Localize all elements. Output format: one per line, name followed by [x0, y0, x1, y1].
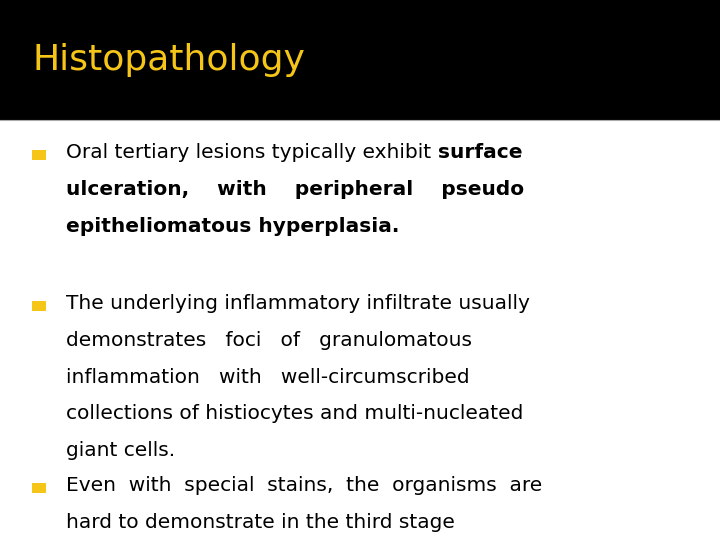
Text: epitheliomatous hyperplasia.: epitheliomatous hyperplasia.: [66, 217, 400, 235]
Text: Histopathology: Histopathology: [32, 43, 305, 77]
Text: Even  with  special  stains,  the  organisms  are: Even with special stains, the organisms …: [66, 476, 542, 495]
Bar: [32, 483, 46, 493]
Text: inflammation   with   well-circumscribed: inflammation with well-circumscribed: [66, 368, 470, 387]
Text: hard to demonstrate in the third stage: hard to demonstrate in the third stage: [66, 513, 455, 532]
Bar: [32, 150, 46, 160]
Text: surface: surface: [438, 143, 522, 162]
Bar: [32, 301, 46, 311]
Bar: [0, 0, 720, 120]
Text: collections of histiocytes and multi-nucleated: collections of histiocytes and multi-nuc…: [66, 404, 523, 423]
Text: giant cells.: giant cells.: [66, 441, 176, 460]
Text: Oral tertiary lesions typically exhibit: Oral tertiary lesions typically exhibit: [66, 143, 438, 162]
Text: ulceration,    with    peripheral    pseudo: ulceration, with peripheral pseudo: [66, 180, 524, 199]
Text: The underlying inflammatory infiltrate usually: The underlying inflammatory infiltrate u…: [66, 294, 530, 313]
Text: demonstrates   foci   of   granulomatous: demonstrates foci of granulomatous: [66, 331, 472, 350]
